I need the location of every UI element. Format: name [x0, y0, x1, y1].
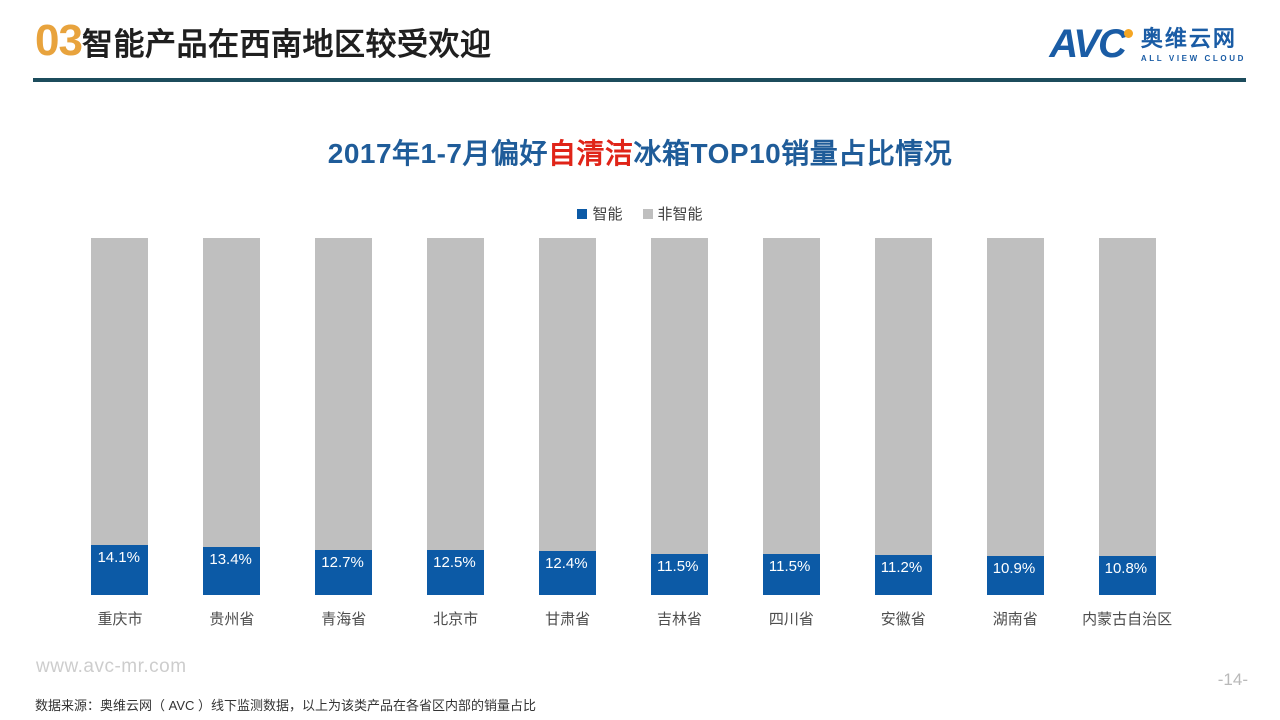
header-divider	[33, 78, 1246, 82]
bar-value-label: 12.5%	[433, 554, 476, 572]
bar-value-label: 13.4%	[209, 551, 252, 569]
page-title: 智能产品在西南地区较受欢迎	[81, 27, 492, 62]
bar-value-label: 14.1%	[97, 548, 140, 566]
logo-orange-dot-icon	[1123, 29, 1133, 38]
category-label: 内蒙古自治区	[1082, 611, 1173, 628]
legend: 智能 非智能	[0, 203, 1280, 224]
legend-label: 智能	[592, 206, 623, 223]
bar-column: 11.5%	[735, 238, 847, 595]
bar-segment-smart: 12.7%	[315, 549, 373, 595]
bar-segment-nonsmart	[91, 238, 149, 545]
category-label: 吉林省	[656, 611, 702, 628]
bar-value-label: 10.8%	[1104, 560, 1148, 578]
bar-segment-nonsmart	[203, 238, 261, 548]
bar-value-label: 11.5%	[656, 557, 699, 575]
bar-segment-nonsmart	[986, 238, 1044, 557]
category-label: 甘肃省	[545, 611, 591, 628]
category-label: 重庆市	[97, 611, 143, 628]
bar-segment-smart: 11.2%	[874, 555, 932, 595]
chart-categories: 重庆市 贵州省 青海省 北京市 甘肃省 吉林省 四川省 安徽省 湖南省 内蒙古自治区	[64, 608, 1183, 629]
legend-marker-icon	[577, 208, 588, 219]
bar-segment-smart: 13.4%	[203, 547, 261, 595]
bar-column: 11.5%	[624, 238, 736, 595]
bar-segment-smart: 12.4%	[539, 550, 597, 595]
section-number: 03	[35, 16, 83, 65]
stacked-bar: 14.1%	[91, 238, 149, 595]
header: 03 智能产品在西南地区较受欢迎	[35, 16, 491, 66]
data-source-note: 数据来源：奥维云网（ AVC ）线下监测数据，以上为该类产品在各省区内部的销量占…	[35, 698, 536, 713]
logo-name-cn: 奥维云网	[1140, 25, 1237, 51]
category-label: 青海省	[321, 611, 367, 628]
bar-column: 12.5%	[400, 238, 512, 595]
footer-website: www.avc-mr.com	[36, 656, 187, 677]
bar-segment-nonsmart	[650, 238, 708, 554]
bar-segment-smart: 10.8%	[1098, 556, 1156, 595]
bar-column: 12.4%	[512, 238, 624, 595]
legend-item: 非智能	[642, 203, 703, 224]
bar-segment-nonsmart	[427, 238, 485, 551]
bar-value-label: 12.4%	[545, 554, 588, 572]
category-label: 北京市	[433, 611, 479, 628]
bar-segment-smart: 11.5%	[650, 553, 708, 595]
bar-segment-nonsmart	[315, 238, 373, 550]
stacked-bar: 13.4%	[203, 238, 261, 595]
avc-logo: AVC 奥维云网 ALL VIEW CLOUD	[1049, 22, 1246, 66]
category-label: 安徽省	[880, 611, 926, 628]
page-number: -14-	[1217, 670, 1248, 689]
bar-segment-smart: 14.1%	[91, 544, 149, 595]
bar-segment-nonsmart	[874, 238, 932, 555]
bar-segment-smart: 10.9%	[986, 556, 1044, 595]
logo-text: 奥维云网 ALL VIEW CLOUD	[1141, 26, 1246, 63]
bar-segment-smart: 12.5%	[427, 550, 485, 595]
legend-marker-icon	[642, 208, 653, 219]
chart-title: 2017年1-7月偏好自清洁冰箱TOP10销量占比情况	[0, 132, 1280, 172]
legend-label: 非智能	[657, 206, 703, 223]
stacked-bar: 11.5%	[762, 238, 820, 595]
bar-segment-nonsmart	[1098, 238, 1156, 557]
bar-column: 14.1%	[64, 238, 176, 595]
bar-value-label: 12.7%	[321, 553, 364, 571]
stacked-bar: 10.9%	[986, 238, 1044, 595]
chart-title-highlight: 自清洁	[548, 138, 634, 169]
stacked-bar: 11.2%	[874, 238, 932, 595]
category-label: 四川省	[768, 611, 814, 628]
bar-column: 13.4%	[176, 238, 288, 595]
chart-title-prefix: 2017年1-7月偏好	[327, 138, 549, 169]
bar-segment-nonsmart	[539, 238, 597, 551]
stacked-bar: 12.4%	[539, 238, 597, 595]
legend-item: 智能	[577, 203, 623, 224]
avc-wordmark: AVC	[1049, 22, 1134, 66]
logo-name-en: ALL VIEW CLOUD	[1140, 53, 1246, 63]
stacked-bar: 11.5%	[650, 238, 708, 595]
bar-value-label: 11.5%	[768, 557, 811, 575]
bar-value-label: 10.9%	[992, 560, 1036, 578]
bar-segment-nonsmart	[762, 238, 820, 554]
bar-column: 10.8%	[1071, 238, 1183, 595]
stacked-bar: 12.7%	[315, 238, 373, 595]
bar-segment-smart: 11.5%	[762, 553, 820, 595]
bar-column: 10.9%	[959, 238, 1071, 595]
bar-value-label: 11.2%	[880, 559, 923, 576]
stacked-bar: 12.5%	[427, 238, 485, 595]
bar-column: 11.2%	[847, 238, 959, 595]
category-label: 湖南省	[992, 611, 1038, 628]
stacked-bar: 10.8%	[1098, 238, 1156, 595]
chart-title-suffix: 冰箱TOP10销量占比情况	[633, 138, 953, 169]
category-label: 贵州省	[209, 611, 255, 628]
chart-bars: 14.1% 13.4% 12.7% 12.5% 12.4% 11.5% 11.5% 11.2%…	[64, 238, 1183, 595]
bar-column: 12.7%	[288, 238, 400, 595]
